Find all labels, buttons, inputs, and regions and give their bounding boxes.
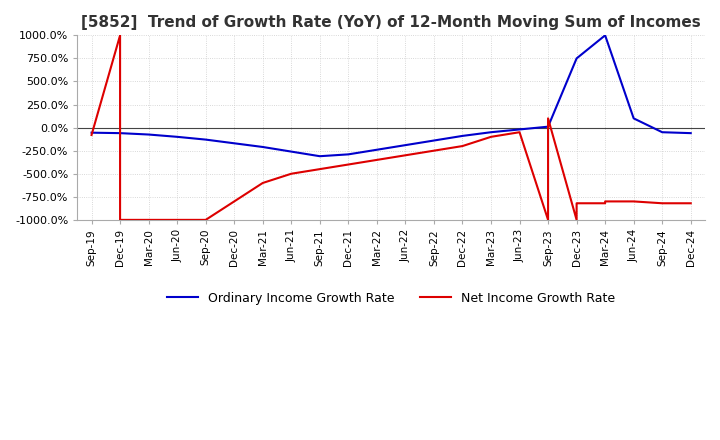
Net Income Growth Rate [600,201,609,206]
Net Income Growth Rate [116,33,125,38]
Ordinary Income Growth Rate [258,144,267,150]
Ordinary Income Growth Rate [401,143,410,148]
Ordinary Income Growth Rate [544,124,552,129]
Ordinary Income Growth Rate [458,133,467,139]
Ordinary Income Growth Rate [516,127,524,132]
Ordinary Income Growth Rate [116,131,125,136]
Net Income Growth Rate [516,129,524,135]
Title: [5852]  Trend of Growth Rate (YoY) of 12-Month Moving Sum of Incomes: [5852] Trend of Growth Rate (YoY) of 12-… [81,15,701,30]
Ordinary Income Growth Rate [144,132,153,137]
Ordinary Income Growth Rate [287,149,296,154]
Line: Net Income Growth Rate: Net Income Growth Rate [91,35,690,220]
Net Income Growth Rate [372,157,381,162]
Net Income Growth Rate [544,217,552,223]
Ordinary Income Growth Rate [629,116,638,121]
Net Income Growth Rate [487,134,495,139]
Net Income Growth Rate [315,166,324,172]
Net Income Growth Rate [202,217,210,223]
Ordinary Income Growth Rate [430,138,438,143]
Ordinary Income Growth Rate [686,131,695,136]
Net Income Growth Rate [401,153,410,158]
Ordinary Income Growth Rate [230,141,238,146]
Line: Ordinary Income Growth Rate: Ordinary Income Growth Rate [91,35,690,156]
Net Income Growth Rate [144,217,153,223]
Net Income Growth Rate [686,201,695,206]
Net Income Growth Rate [629,199,638,204]
Net Income Growth Rate [430,148,438,153]
Net Income Growth Rate [544,116,552,121]
Net Income Growth Rate [458,143,467,149]
Net Income Growth Rate [173,217,181,223]
Ordinary Income Growth Rate [600,33,609,38]
Net Income Growth Rate [572,217,581,223]
Ordinary Income Growth Rate [202,137,210,142]
Net Income Growth Rate [600,199,609,204]
Net Income Growth Rate [658,201,667,206]
Net Income Growth Rate [258,180,267,186]
Net Income Growth Rate [116,217,125,223]
Net Income Growth Rate [87,132,96,138]
Net Income Growth Rate [287,171,296,176]
Legend: Ordinary Income Growth Rate, Net Income Growth Rate: Ordinary Income Growth Rate, Net Income … [162,286,620,310]
Ordinary Income Growth Rate [487,129,495,135]
Net Income Growth Rate [344,162,353,167]
Net Income Growth Rate [230,199,238,204]
Ordinary Income Growth Rate [572,56,581,61]
Ordinary Income Growth Rate [372,147,381,152]
Ordinary Income Growth Rate [658,129,667,135]
Ordinary Income Growth Rate [315,154,324,159]
Ordinary Income Growth Rate [87,130,96,136]
Ordinary Income Growth Rate [344,152,353,157]
Net Income Growth Rate [572,201,581,206]
Ordinary Income Growth Rate [173,134,181,139]
